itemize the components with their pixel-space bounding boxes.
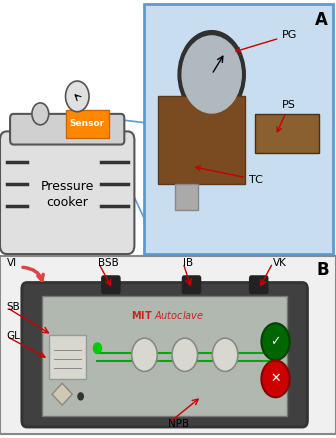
Circle shape — [182, 36, 241, 113]
Circle shape — [66, 81, 89, 112]
Text: ✕: ✕ — [270, 372, 281, 385]
FancyBboxPatch shape — [10, 114, 124, 145]
Circle shape — [212, 338, 238, 371]
Circle shape — [32, 103, 49, 125]
Text: A: A — [315, 11, 328, 29]
Circle shape — [132, 338, 157, 371]
Text: Pressure
cooker: Pressure cooker — [41, 180, 94, 209]
Polygon shape — [52, 383, 72, 405]
Circle shape — [93, 343, 101, 353]
Text: PG: PG — [236, 30, 298, 52]
Text: $\mathbf{MIT}$ Autoclave: $\mathbf{MIT}$ Autoclave — [131, 309, 205, 321]
FancyBboxPatch shape — [66, 110, 109, 138]
Text: NPB: NPB — [168, 419, 189, 428]
Text: PS: PS — [277, 100, 296, 132]
Text: Sensor: Sensor — [70, 120, 105, 128]
FancyBboxPatch shape — [250, 276, 268, 293]
Text: GL: GL — [7, 332, 20, 341]
Circle shape — [178, 31, 245, 118]
Text: SB: SB — [7, 303, 20, 312]
Text: BSB: BSB — [98, 258, 119, 268]
FancyBboxPatch shape — [144, 4, 333, 254]
Circle shape — [78, 393, 83, 400]
FancyBboxPatch shape — [0, 131, 134, 254]
FancyBboxPatch shape — [182, 276, 201, 293]
FancyBboxPatch shape — [175, 184, 198, 210]
Text: IB: IB — [183, 258, 193, 268]
Circle shape — [261, 360, 290, 397]
FancyBboxPatch shape — [102, 276, 120, 293]
FancyBboxPatch shape — [49, 335, 86, 379]
Text: ✓: ✓ — [270, 335, 281, 348]
Text: B: B — [317, 261, 329, 279]
Text: TC: TC — [196, 166, 262, 184]
FancyBboxPatch shape — [0, 256, 336, 434]
FancyBboxPatch shape — [255, 114, 319, 153]
FancyBboxPatch shape — [22, 283, 307, 427]
FancyBboxPatch shape — [42, 296, 287, 416]
Text: VK: VK — [273, 258, 287, 268]
Text: VI: VI — [7, 258, 17, 268]
Circle shape — [172, 338, 198, 371]
Circle shape — [261, 323, 290, 360]
FancyBboxPatch shape — [158, 96, 245, 184]
